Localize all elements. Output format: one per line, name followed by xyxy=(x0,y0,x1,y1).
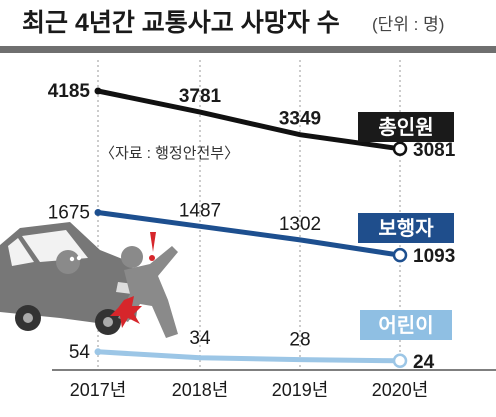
legend-badge: 총인원 xyxy=(358,112,454,142)
series-line-2 xyxy=(95,210,403,258)
data-point-end xyxy=(392,247,408,263)
data-label: 1675 xyxy=(48,203,90,224)
data-label: 3349 xyxy=(279,109,321,130)
x-axis-ticks: 2017년 2018년 2019년 2020년 xyxy=(70,380,429,400)
data-label: 34 xyxy=(189,328,211,349)
car-accident-pedestrian-icon xyxy=(0,222,178,338)
legend-badge-bg xyxy=(358,112,454,142)
data-label: 3781 xyxy=(179,86,222,107)
data-label: 28 xyxy=(289,330,310,351)
data-point xyxy=(94,87,102,95)
legend-label: 총인원 xyxy=(378,116,433,139)
data-label: 1302 xyxy=(279,214,321,235)
data-point-end xyxy=(392,141,408,157)
data-point xyxy=(94,348,102,356)
unit-note: (단위 : 명) xyxy=(372,15,444,34)
x-tick-label: 2020년 xyxy=(372,380,429,400)
x-tick-label: 2017년 xyxy=(70,380,127,400)
legend-badge: 어린이 xyxy=(360,310,452,340)
series-line-1 xyxy=(95,88,403,152)
data-label: 24 xyxy=(413,352,435,373)
series-line-3 xyxy=(95,349,403,364)
grid xyxy=(97,60,401,370)
data-point xyxy=(94,209,102,216)
data-label: 1487 xyxy=(179,200,221,221)
source-note: 〈자료 : 행정안전부〉 xyxy=(100,145,239,162)
data-label: 54 xyxy=(69,342,91,363)
title-underline xyxy=(0,46,496,53)
legend-label: 보행자 xyxy=(378,217,434,240)
data-label: 4185 xyxy=(48,81,91,102)
data-label: 1093 xyxy=(413,246,455,267)
data-label: 3081 xyxy=(413,140,456,161)
x-tick-label: 2019년 xyxy=(272,380,329,400)
legend-badge-bg xyxy=(360,310,452,340)
legend-badge-bg xyxy=(358,213,454,243)
legend-badge: 보행자 xyxy=(358,213,454,243)
data-point-end xyxy=(392,353,408,369)
legend-label: 어린이 xyxy=(378,314,433,337)
chart-title: 최근 4년간 교통사고 사망자 수 xyxy=(22,9,340,37)
x-tick-label: 2018년 xyxy=(172,380,229,400)
